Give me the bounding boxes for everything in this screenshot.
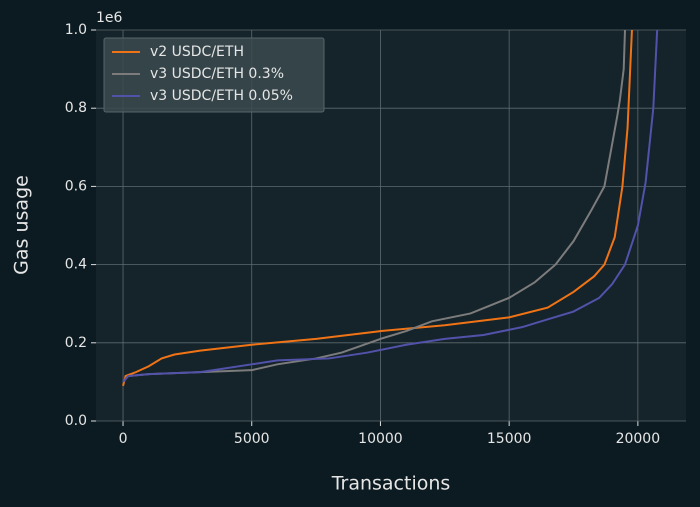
data-line (122, 29, 626, 383)
legend-label: v2 USDC/ETH (150, 44, 244, 60)
x-tick-label: 15000 (487, 431, 532, 447)
legend-label: v3 USDC/ETH 0.05% (150, 88, 293, 104)
x-tick-label: 10000 (358, 431, 403, 447)
data-line (122, 29, 659, 383)
y-axis-label: Gas usage (11, 175, 33, 275)
x-axis-label: Transactions (331, 473, 451, 495)
legend-label: v3 USDC/ETH 0.3% (150, 66, 284, 82)
y-tick-label: 0.8 (65, 100, 87, 116)
y-offset: 1e6 (96, 10, 123, 26)
y-tick-label: 0.0 (65, 413, 87, 429)
y-tick-label: 0.2 (65, 335, 87, 351)
y-tick-label: 0.4 (65, 257, 87, 273)
x-tick-label: 20000 (616, 431, 661, 447)
x-tick-label: 5000 (234, 431, 270, 447)
y-tick-label: 1.0 (65, 22, 87, 38)
y-tick-label: 0.6 (65, 178, 87, 194)
legend-box (103, 37, 325, 113)
x-tick-label: 0 (119, 431, 128, 447)
